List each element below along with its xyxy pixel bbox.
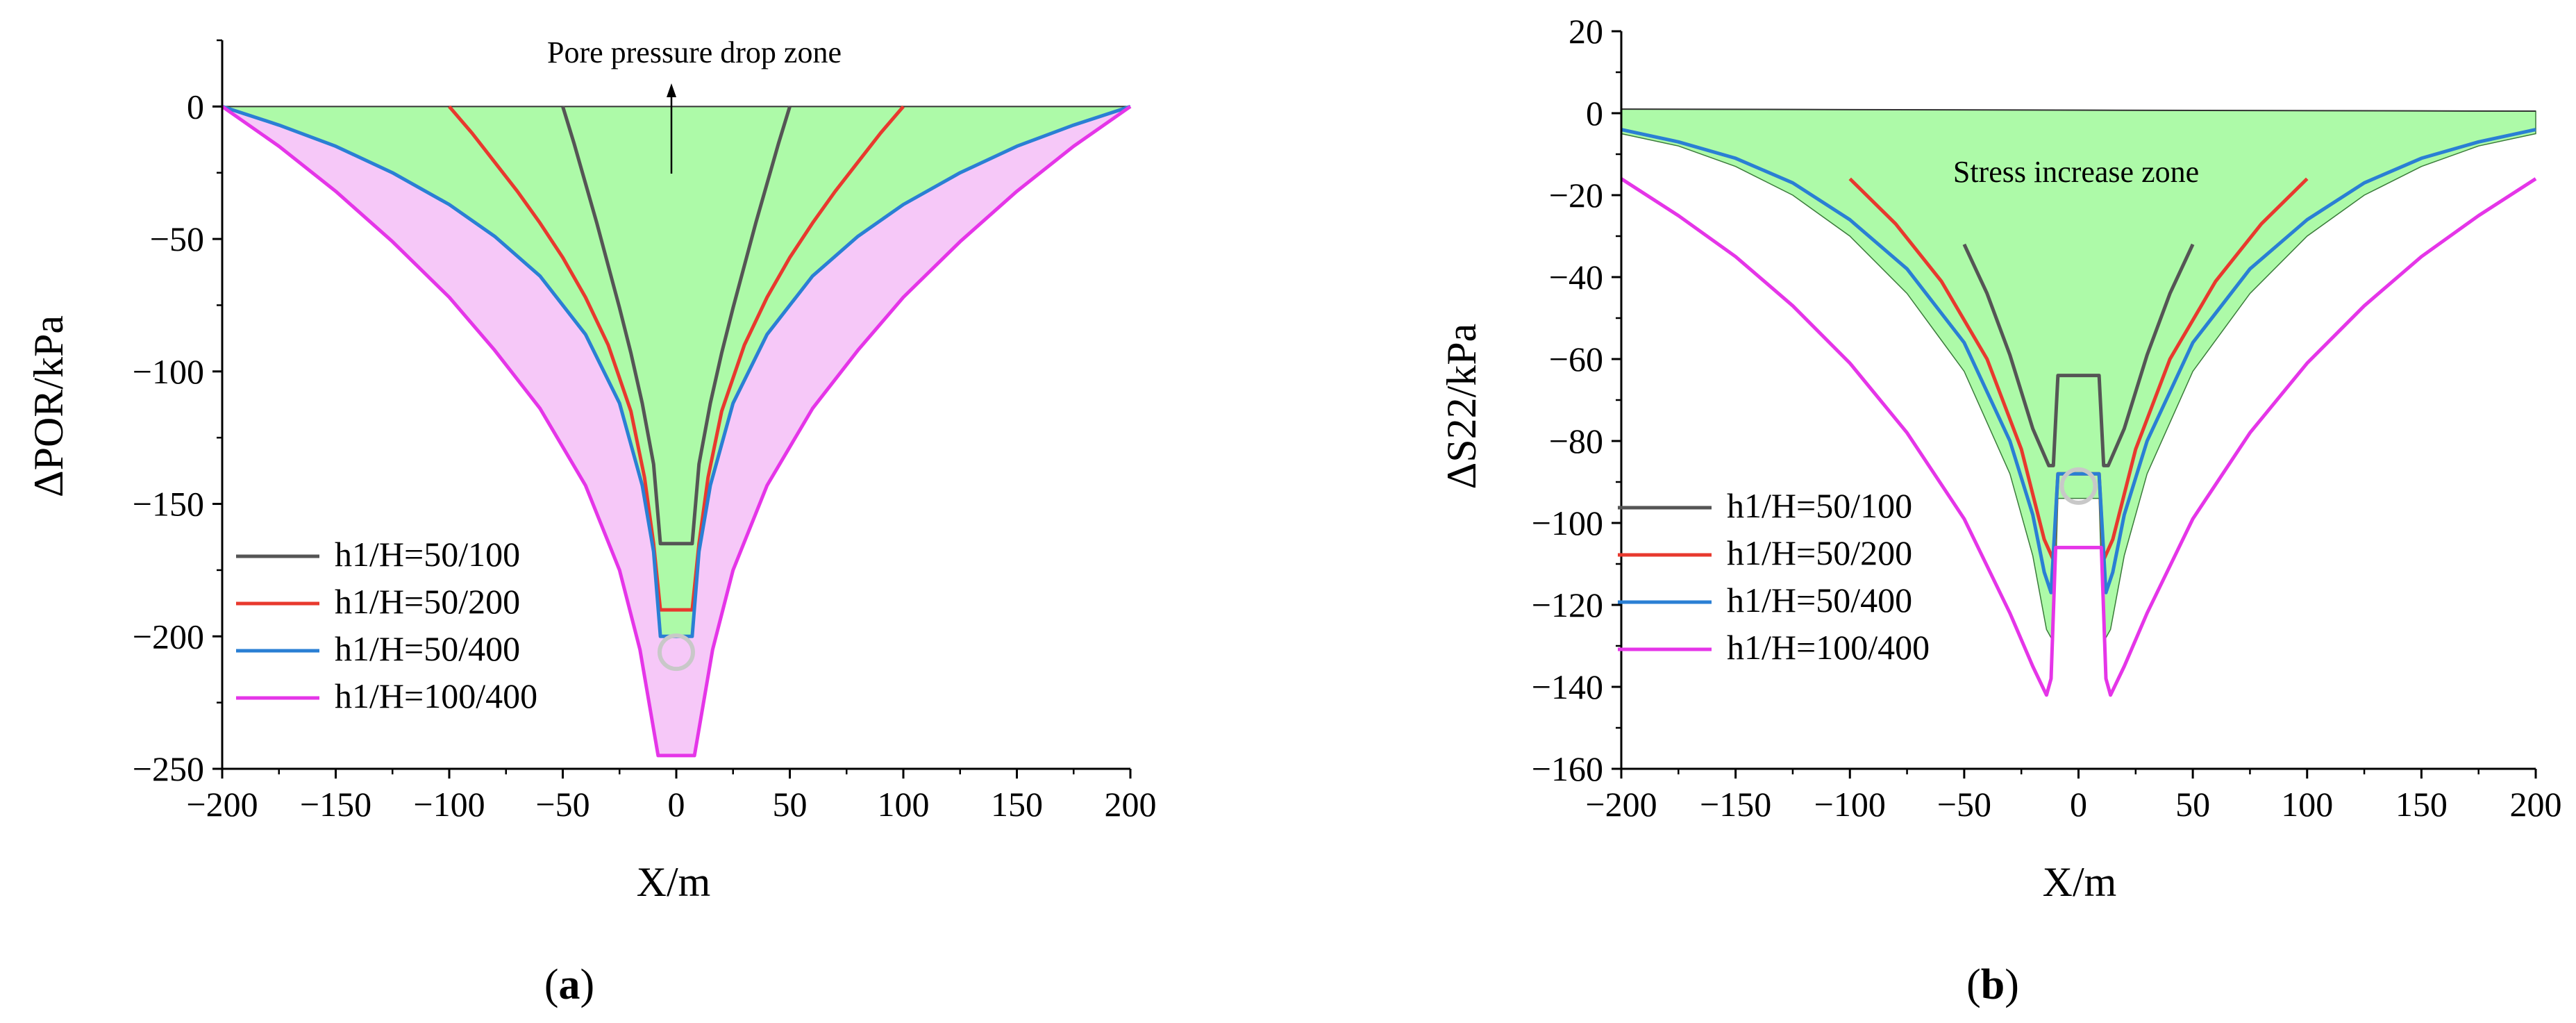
- x-tick-label: 150: [991, 785, 1043, 824]
- x-tick-label: 100: [878, 785, 930, 824]
- x-tick-label: 0: [2070, 785, 2087, 824]
- panel-label-b-letter: b: [1981, 961, 2005, 1008]
- tick-marks-a: [212, 39, 1132, 779]
- x-tick-label: −150: [1700, 785, 1771, 824]
- x-tick-label: 100: [2281, 785, 2333, 824]
- tunnel-marker-a: [658, 633, 695, 672]
- x-tick-label: 200: [1105, 785, 1157, 824]
- y-tick-label: 0: [187, 87, 204, 126]
- legend-label-2: h1/H=50/200: [335, 582, 520, 621]
- y-axis-title-a: ΔPOR/kPa: [26, 315, 72, 497]
- y-axis-title-b: ΔS22/kPa: [1439, 324, 1484, 490]
- annotation-arrow-a: [667, 83, 676, 174]
- y-tick-label: −60: [1549, 340, 1603, 379]
- legend-label-3: h1/H=50/400: [1727, 581, 1912, 619]
- legend-label-1: h1/H=50/100: [1727, 486, 1912, 525]
- legend-label-2: h1/H=50/200: [1727, 533, 1912, 572]
- y-tick-label: −50: [150, 219, 204, 258]
- y-tick-label: −150: [133, 485, 204, 524]
- y-tick-label: −80: [1549, 422, 1603, 460]
- x-tick-labels-a: −200 −150 −100 −50 0 50 100 150 200: [186, 785, 1156, 824]
- panel-label-a-open: (: [544, 961, 559, 1008]
- y-tick-labels-a: 0 −50 −100 −150 −200 −250: [133, 87, 204, 788]
- y-tick-label: −40: [1549, 258, 1603, 297]
- series-line-1: [561, 106, 792, 546]
- y-tick-label: −160: [1532, 749, 1603, 788]
- y-tick-label: −140: [1532, 667, 1603, 706]
- y-tick-label: −120: [1532, 585, 1603, 624]
- zone-top-edge: [1621, 108, 2536, 113]
- panel-label-b-open: (: [1966, 961, 1981, 1008]
- x-tick-labels-b: −200 −150 −100 −50 0 50 100 150 200: [1585, 785, 2561, 824]
- y-tick-label: 0: [1586, 94, 1603, 133]
- series-line-2: [448, 105, 905, 612]
- x-tick-label: 0: [668, 785, 685, 824]
- series-lines-b: [1620, 128, 2537, 697]
- y-tick-label: −20: [1549, 176, 1603, 215]
- green-zone-fill: [222, 106, 1130, 637]
- y-tick-label: −100: [133, 352, 204, 391]
- x-tick-label: −50: [535, 785, 589, 824]
- x-tick-label: 150: [2395, 785, 2448, 824]
- y-tick-label: −200: [133, 617, 204, 656]
- x-tick-label: −200: [1585, 785, 1657, 824]
- chart-panel-b: −200 −150 −100 −50 0 50 100 150 200 200−20−40−60…: [1439, 12, 2562, 1008]
- panel-label-b-close: ): [2005, 961, 2019, 1008]
- x-tick-label: 200: [2510, 785, 2562, 824]
- series-line-3: [1621, 128, 2536, 594]
- x-tick-label: 50: [2175, 785, 2210, 824]
- annotation-a: Pore pressure drop zone: [547, 35, 842, 69]
- legend-label-1: h1/H=50/100: [335, 535, 520, 574]
- legend-label-3: h1/H=50/400: [335, 629, 520, 668]
- legend-b: h1/H=50/100 h1/H=50/200 h1/H=50/400 h1/H=10…: [1618, 486, 1930, 667]
- series-line-1: [1962, 243, 2195, 467]
- x-tick-label: −200: [186, 785, 258, 824]
- panel-label-a: (a): [544, 961, 594, 1008]
- tunnel-marker-b: [2059, 467, 2098, 505]
- y-tick-label: −250: [133, 749, 204, 788]
- panel-label-a-close: ): [580, 961, 595, 1008]
- x-tick-label: −50: [1937, 785, 1991, 824]
- x-axis-title-a: X/m: [637, 859, 711, 905]
- y-tick-label: −100: [1532, 504, 1603, 542]
- tick-marks-b: [1612, 30, 2537, 779]
- legend-label-4: h1/H=100/400: [1727, 628, 1930, 667]
- panel-label-a-letter: a: [559, 961, 580, 1008]
- filled-zones-a: [222, 106, 1130, 756]
- series-line-4: [221, 105, 1132, 758]
- x-tick-label: −100: [413, 785, 485, 824]
- y-tick-label: 20: [1569, 12, 1603, 51]
- series-lines-a: [221, 104, 1132, 758]
- chart-panel-a: −200 −150 −100 −50 0 50 100 150 200 0 −50 −100 −150…: [26, 35, 1157, 1008]
- legend-a: h1/H=50/100 h1/H=50/200 h1/H=50/400 h1/H=10…: [236, 535, 537, 715]
- legend-label-4: h1/H=100/400: [335, 676, 537, 715]
- x-axis-title-b: X/m: [2043, 859, 2117, 905]
- series-line-4: [1620, 177, 2537, 697]
- x-tick-label: 50: [773, 785, 808, 824]
- x-tick-label: −150: [300, 785, 371, 824]
- annotation-b: Stress increase zone: [1953, 155, 2199, 189]
- y-tick-labels-b: 20 0 −20 −40 −60 −80 −100 −120 −140 −160: [1532, 12, 1603, 788]
- panel-label-b: (b): [1966, 961, 2019, 1008]
- x-tick-label: −100: [1814, 785, 1886, 824]
